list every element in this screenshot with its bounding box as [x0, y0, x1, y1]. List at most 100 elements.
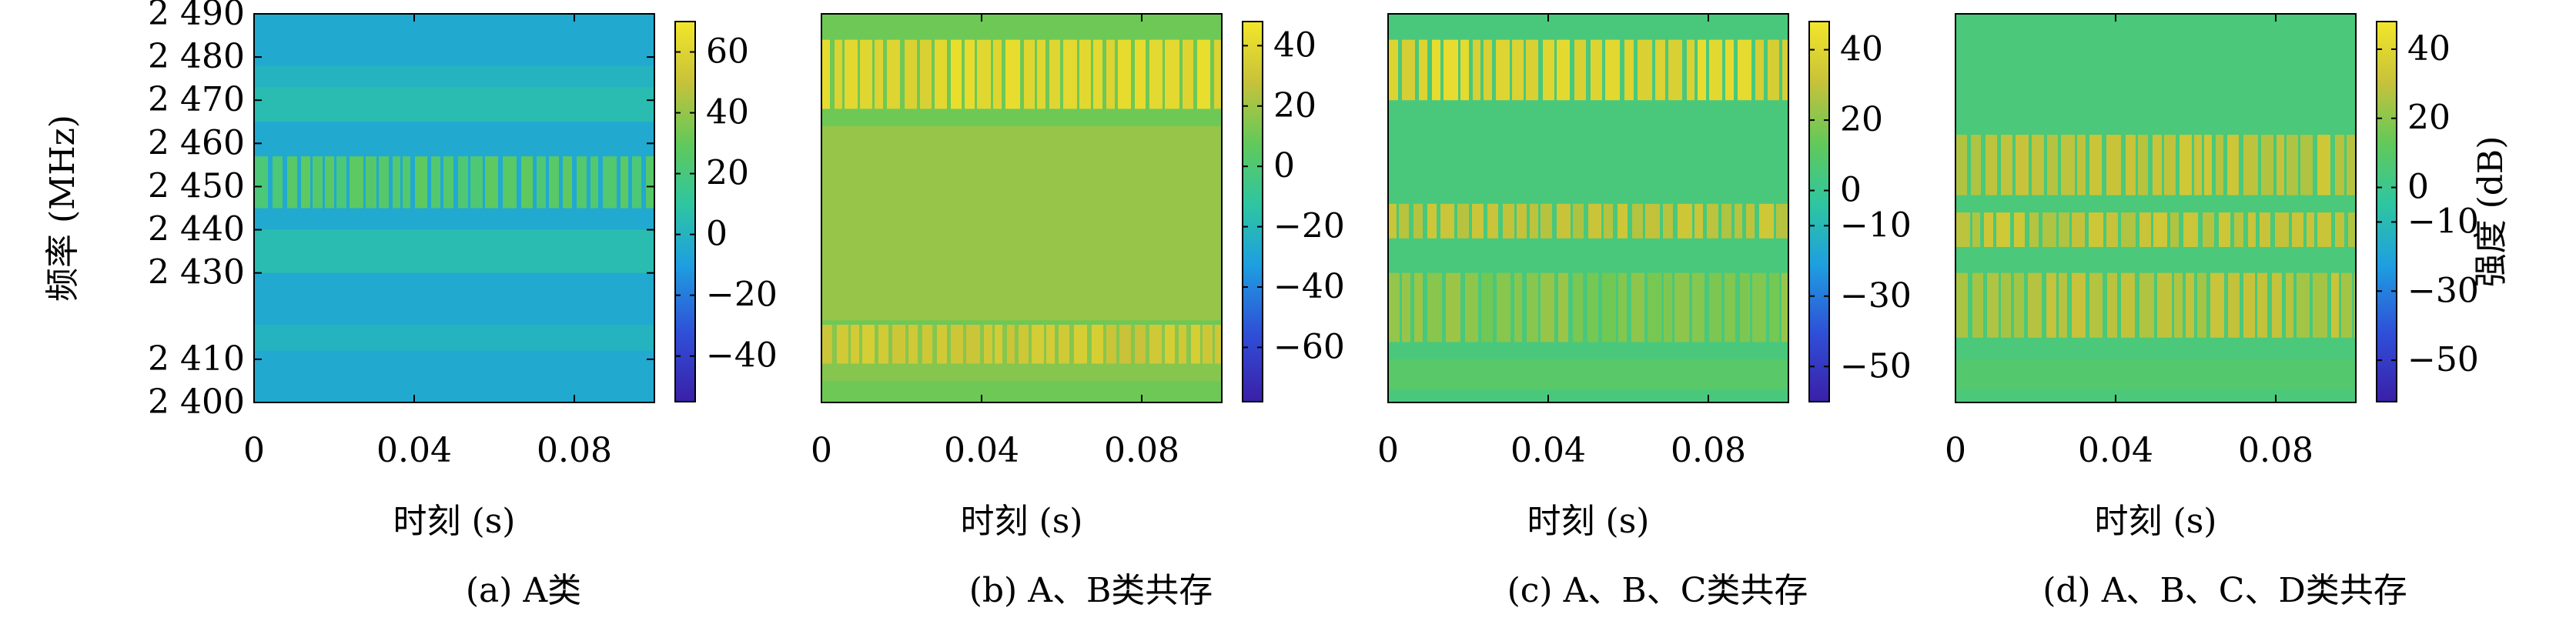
heatmap-cell [1484, 39, 1492, 101]
heatmap-cell [458, 156, 468, 209]
heatmap-cell [1557, 203, 1571, 239]
heatmap-cell [2059, 272, 2067, 338]
heatmap-cell [2234, 212, 2243, 247]
heatmap-cell [603, 156, 617, 209]
heatmap-cell [1049, 39, 1060, 109]
x-tick-label: 0 [243, 431, 265, 470]
heatmap-band [1388, 203, 1788, 239]
colorbar [2376, 21, 2397, 402]
heatmap-cell [1007, 325, 1015, 364]
heatmap-cell [2126, 135, 2136, 195]
colorbar-tick-label: −50 [2407, 340, 2479, 379]
heatmap-background [1955, 14, 2356, 402]
heatmap-cell [821, 125, 1222, 321]
heatmap-cell [878, 325, 888, 364]
heatmap-cell [2077, 135, 2086, 195]
heatmap-cell [2121, 272, 2135, 338]
heatmap-cell [1648, 272, 1661, 342]
heatmap-cell [2317, 135, 2330, 195]
heatmap-cell [336, 156, 346, 209]
heatmap-band [821, 325, 1222, 364]
panel-caption: (c) A、B、C类共存 [1507, 571, 1808, 610]
heatmap-cell [1604, 203, 1613, 239]
y-tick-label: 2 470 [148, 80, 245, 119]
heatmap-cell [273, 156, 283, 209]
heatmap-cell [1388, 203, 1397, 239]
heatmap-cell [935, 39, 947, 109]
heatmap-cell [1573, 203, 1584, 239]
heatmap-band [254, 229, 654, 273]
heatmap-cell [470, 156, 483, 209]
heatmap-cell [845, 39, 858, 109]
heatmap-cell [2153, 135, 2162, 195]
heatmap-cell [2014, 272, 2024, 338]
colorbar-tick-label: −30 [1840, 276, 1912, 316]
heatmap-cell [1497, 272, 1510, 342]
heatmap-cell [1530, 203, 1538, 239]
y-tick-label: 2 400 [148, 382, 245, 422]
heatmap-cell [2157, 272, 2172, 338]
heatmap-cell [1984, 212, 1993, 247]
heatmap-cell [1473, 39, 1480, 101]
heatmap-cell [1655, 39, 1665, 101]
heatmap-cell [1037, 39, 1045, 109]
heatmap-cell [2170, 212, 2179, 247]
heatmap-cell [2317, 212, 2331, 247]
heatmap-cell [2001, 272, 2011, 338]
heatmap-band [1955, 359, 2356, 390]
y-tick-label: 2 410 [148, 339, 245, 379]
heatmap-cell [2153, 212, 2167, 247]
colorbar-tick-label: 40 [1840, 30, 1883, 69]
heatmap-cell [966, 325, 980, 364]
heatmap-cell [1135, 39, 1146, 109]
heatmap-cell [1986, 135, 1997, 195]
x-tick-label: 0.08 [1671, 431, 1746, 470]
heatmap-cell [1106, 39, 1115, 109]
heatmap-cell [1971, 135, 1981, 195]
heatmap-cell [2347, 135, 2356, 195]
heatmap-cell [821, 325, 832, 364]
heatmap-cell [1725, 39, 1734, 101]
heatmap-cell [1446, 272, 1460, 342]
x-axis-label: 时刻 (s) [393, 502, 516, 541]
heatmap-cell [1752, 272, 1766, 342]
heatmap-cell [860, 39, 872, 109]
heatmap-cell [1618, 203, 1628, 239]
heatmap-cell [1709, 272, 1721, 342]
heatmap-cell [2047, 135, 2058, 195]
x-tick-label: 0 [811, 431, 832, 470]
heatmap-cell [521, 156, 533, 209]
heatmap-cell [1557, 39, 1570, 101]
heatmap-cell [2042, 212, 2056, 247]
heatmap-cell [1543, 39, 1554, 101]
heatmap-cell [1759, 203, 1774, 239]
colorbar-tick-label: −30 [2407, 271, 2479, 310]
heatmap-cell [1587, 272, 1598, 342]
colorbar-tick-label: −60 [1273, 327, 1345, 366]
heatmap-cell [1769, 272, 1779, 342]
plot-frame [253, 13, 655, 403]
colorbar-tick-label: −10 [2407, 202, 2479, 241]
heatmap-band [1388, 359, 1788, 390]
heatmap-cell [1735, 203, 1742, 239]
heatmap-cell [1972, 272, 1983, 338]
colorbar-tick-label: 20 [2407, 98, 2451, 138]
heatmap-cell [851, 325, 859, 364]
heatmap-cell [443, 156, 453, 209]
heatmap-cell [1645, 203, 1660, 239]
heatmap-cell [2106, 135, 2121, 195]
heatmap-cell [503, 156, 517, 209]
heatmap-cell [1631, 272, 1644, 342]
heatmap-cell [1955, 272, 1968, 338]
heatmap-cell [2139, 272, 2154, 338]
heatmap-cell [2331, 272, 2339, 338]
heatmap-cell [646, 156, 654, 209]
heatmap-cell [2059, 212, 2069, 247]
heatmap-cell [379, 156, 389, 209]
heatmap-cell [1432, 39, 1440, 101]
heatmap-band [254, 156, 654, 209]
heatmap-cell [2014, 212, 2025, 247]
colorbar [1242, 21, 1263, 402]
colorbar-tick-label: 0 [706, 215, 728, 254]
heatmap-cell [1063, 39, 1077, 109]
